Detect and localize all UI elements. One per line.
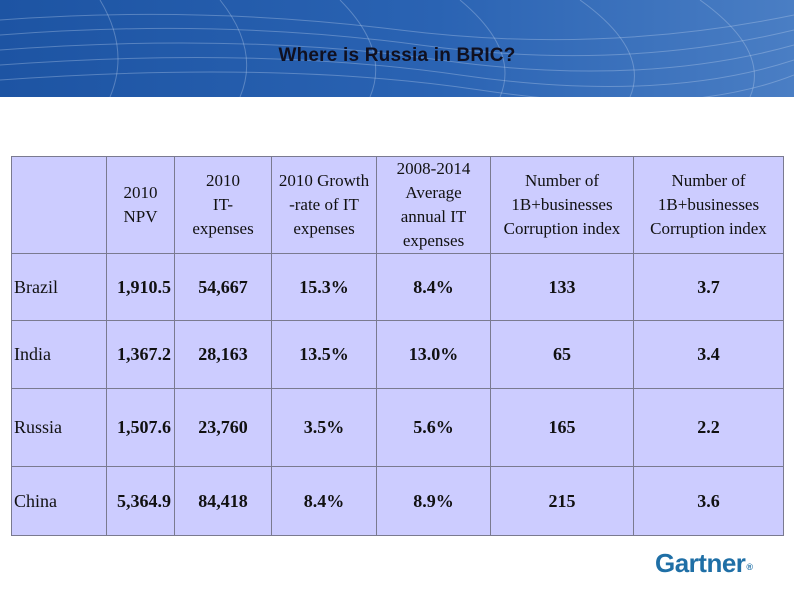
table-row: China 5,364.9 84,418 8.4% 8.9% 215 3.6 — [11, 466, 784, 536]
it-expenses-cell: 28,163 — [174, 320, 272, 389]
npv-cell: 5,364.9 — [106, 466, 175, 536]
corruption-cell: 3.6 — [633, 466, 784, 536]
growth-cell: 8.4% — [271, 466, 377, 536]
corruption-cell: 3.7 — [633, 253, 784, 321]
header-blank — [11, 156, 107, 254]
country-cell: Brazil — [11, 253, 107, 321]
growth-cell: 15.3% — [271, 253, 377, 321]
businesses-cell: 165 — [490, 388, 634, 467]
it-expenses-cell: 54,667 — [174, 253, 272, 321]
header-npv: 2010 NPV — [106, 156, 175, 254]
avg-annual-cell: 5.6% — [376, 388, 491, 467]
table-row: Brazil 1,910.5 54,667 15.3% 8.4% 133 3.7 — [11, 253, 784, 321]
registered-mark: ® — [746, 562, 753, 572]
corruption-cell: 2.2 — [633, 388, 784, 467]
growth-cell: 13.5% — [271, 320, 377, 389]
header-banner — [0, 0, 794, 97]
banner-background — [0, 0, 794, 97]
npv-cell: 1,910.5 — [106, 253, 175, 321]
npv-cell: 1,367.2 — [106, 320, 175, 389]
table-row: Russia 1,507.6 23,760 3.5% 5.6% 165 2.2 — [11, 388, 784, 467]
country-cell: Russia — [11, 388, 107, 467]
header-it-expenses: 2010 IT-expenses — [174, 156, 272, 254]
header-corruption: Number of 1B+businesses Corruption index — [633, 156, 784, 254]
corruption-cell: 3.4 — [633, 320, 784, 389]
avg-annual-cell: 8.9% — [376, 466, 491, 536]
avg-annual-cell: 8.4% — [376, 253, 491, 321]
table-row: India 1,367.2 28,163 13.5% 13.0% 65 3.4 — [11, 320, 784, 389]
gartner-logo: Gartner® — [655, 548, 753, 579]
country-cell: China — [11, 466, 107, 536]
npv-cell: 1,507.6 — [106, 388, 175, 467]
logo-text: Gartner — [655, 548, 746, 578]
bric-comparison-table: 2010 NPV 2010 IT-expenses 2010 Growth -rate… — [11, 156, 784, 536]
businesses-cell: 133 — [490, 253, 634, 321]
header-avg-annual: 2008-2014 Average annual IT expenses — [376, 156, 491, 254]
growth-cell: 3.5% — [271, 388, 377, 467]
businesses-cell: 215 — [490, 466, 634, 536]
header-growth-rate: 2010 Growth -rate of IT expenses — [271, 156, 377, 254]
country-cell: India — [11, 320, 107, 389]
businesses-cell: 65 — [490, 320, 634, 389]
slide-title: Where is Russia in BRIC? — [278, 45, 516, 66]
avg-annual-cell: 13.0% — [376, 320, 491, 389]
header-businesses: Number of 1B+businesses Corruption index — [490, 156, 634, 254]
it-expenses-cell: 84,418 — [174, 466, 272, 536]
table-header-row: 2010 NPV 2010 IT-expenses 2010 Growth -rate… — [11, 156, 784, 254]
it-expenses-cell: 23,760 — [174, 388, 272, 467]
